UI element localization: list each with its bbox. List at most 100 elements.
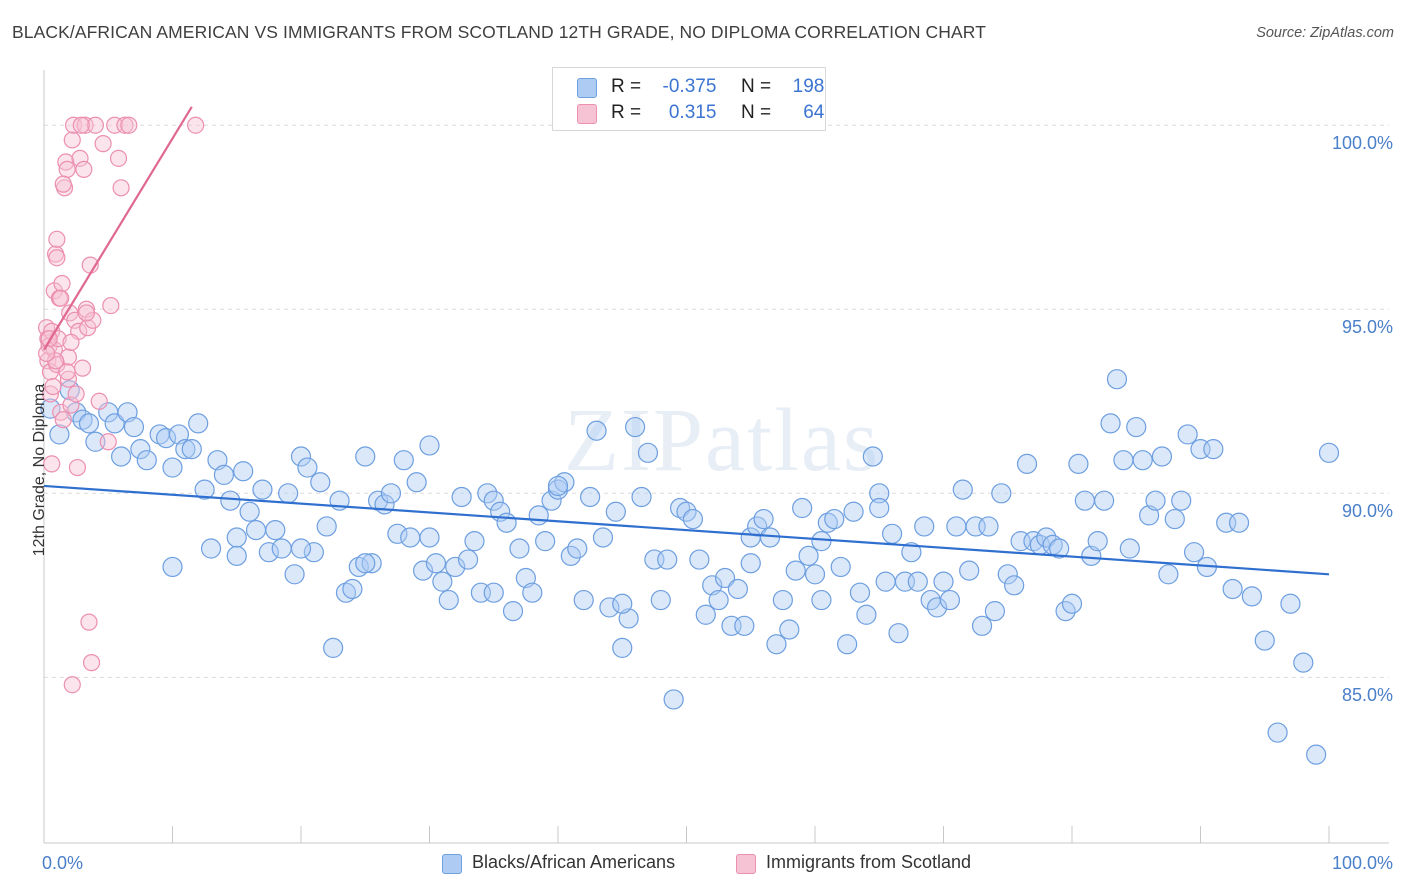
point-blacks-african-americans [869, 497, 890, 519]
point-blacks-african-americans [483, 490, 504, 511]
point-immigrants-from-scotland [187, 116, 205, 134]
y-tick-label: 90.0% [1341, 501, 1393, 522]
point-blacks-african-americans [438, 589, 459, 611]
point-blacks-african-americans [547, 475, 569, 497]
legend-r-label: R = [611, 76, 642, 97]
point-blacks-african-americans [284, 564, 305, 585]
axes [43, 70, 1389, 844]
point-blacks-african-americans [1228, 512, 1250, 533]
point-blacks-african-americans [901, 542, 922, 563]
point-blacks-african-americans [714, 567, 736, 589]
point-immigrants-from-scotland [67, 385, 85, 403]
point-blacks-african-americans [708, 589, 729, 611]
trend-line-blacks [43, 484, 1330, 576]
point-blacks-african-americans [239, 501, 260, 522]
legend-label-scotland: Immigrants from Scotland [766, 852, 972, 872]
point-blacks-african-americans [727, 578, 749, 600]
y-axis-label: 12th Grade, No Diploma [31, 383, 48, 557]
point-blacks-african-americans [849, 582, 871, 603]
correlation-legend: R = -0.375 N = 198 R = 0.315 N = 64 [552, 67, 826, 131]
point-blacks-african-americans [689, 549, 710, 570]
point-blacks-african-americans [1132, 450, 1153, 471]
point-blacks-african-americans [104, 413, 125, 434]
point-blacks-african-americans [1100, 413, 1121, 434]
point-immigrants-from-scotland [77, 304, 96, 322]
point-immigrants-from-scotland [63, 131, 81, 149]
point-blacks-african-americans [1061, 593, 1083, 614]
point-blacks-african-americans [393, 450, 414, 471]
point-blacks-african-americans [181, 439, 202, 460]
point-immigrants-from-scotland [43, 455, 61, 473]
point-immigrants-from-scotland [48, 230, 66, 248]
point-blacks-african-americans [271, 538, 292, 559]
point-blacks-african-americans [406, 472, 427, 493]
legend-swatch-blue [442, 854, 462, 874]
point-blacks-african-americans [1145, 490, 1166, 511]
point-immigrants-from-scotland [62, 333, 80, 351]
legend-n-value: 198 [792, 76, 825, 97]
point-blacks-african-americans [785, 560, 806, 581]
point-blacks-african-americans [759, 527, 781, 548]
point-blacks-african-americans [843, 501, 864, 522]
point-blacks-african-americans [451, 486, 472, 508]
point-blacks-african-americans [175, 439, 196, 460]
point-blacks-african-americans [792, 497, 813, 519]
point-blacks-african-americans [303, 542, 324, 563]
point-blacks-african-americans [412, 560, 434, 581]
point-blacks-african-americans [682, 508, 704, 530]
point-blacks-african-americans [1068, 453, 1089, 474]
legend-swatch-pink [736, 854, 756, 874]
point-blacks-african-americans [1306, 744, 1327, 765]
point-blacks-african-americans [939, 589, 961, 611]
point-blacks-african-americans [959, 560, 980, 581]
point-immigrants-from-scotland [62, 396, 80, 414]
point-blacks-african-americans [1151, 446, 1173, 467]
legend-label-blacks: Blacks/African Americans [472, 852, 676, 872]
point-blacks-african-americans [933, 571, 954, 592]
point-blacks-african-americans [740, 553, 761, 574]
point-immigrants-from-scotland [90, 392, 108, 410]
point-blacks-african-americans [445, 556, 466, 578]
point-blacks-african-americans [483, 582, 504, 603]
point-blacks-african-americans [811, 531, 832, 552]
point-blacks-african-americans [361, 553, 382, 574]
point-blacks-african-americans [355, 553, 376, 574]
point-blacks-african-americans [464, 531, 485, 552]
point-immigrants-from-scotland [112, 179, 130, 197]
point-blacks-african-americans [856, 604, 877, 625]
point-blacks-african-americans [496, 512, 517, 533]
point-blacks-african-americans [612, 637, 633, 659]
point-blacks-african-americans [567, 538, 588, 559]
point-blacks-african-americans [592, 527, 614, 548]
point-blacks-african-americans [824, 508, 845, 530]
point-blacks-african-americans [1106, 369, 1128, 390]
point-blacks-african-americans [734, 615, 755, 636]
point-immigrants-from-scotland [72, 116, 90, 134]
watermark: ZIPatlas [564, 391, 880, 490]
point-immigrants-from-scotland [52, 289, 70, 307]
point-blacks-african-americans [573, 589, 594, 611]
point-blacks-african-americans [881, 523, 903, 544]
point-blacks-african-americans [290, 538, 312, 559]
y-tick-label: 85.0% [1341, 685, 1393, 706]
point-blacks-african-americans [335, 582, 357, 603]
point-blacks-african-americans [1183, 542, 1205, 563]
point-blacks-african-americans [368, 490, 389, 511]
point-immigrants-from-scotland [73, 359, 92, 377]
point-immigrants-from-scotland [80, 613, 98, 631]
point-blacks-african-americans [1241, 586, 1263, 607]
point-blacks-african-americans [419, 435, 440, 456]
point-immigrants-from-scotland [99, 433, 117, 451]
point-blacks-african-americans [946, 516, 967, 537]
point-blacks-african-americans [168, 424, 190, 445]
point-blacks-african-americans [509, 538, 530, 559]
point-blacks-african-americans [971, 615, 993, 636]
point-blacks-african-americans [997, 564, 1018, 585]
point-blacks-african-americans [1081, 545, 1102, 566]
point-blacks-african-americans [1203, 439, 1224, 460]
legend-swatch-blue [577, 78, 597, 98]
point-blacks-african-americans [830, 556, 851, 578]
point-blacks-african-americans [772, 589, 793, 611]
point-blacks-african-americans [117, 402, 138, 423]
